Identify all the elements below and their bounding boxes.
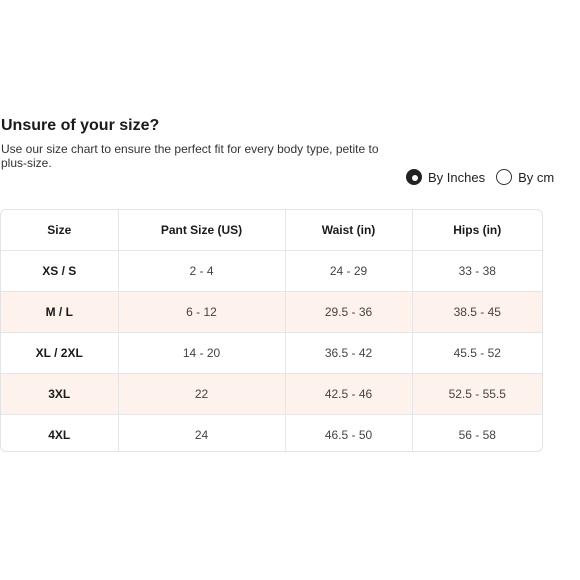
radio-unselected-icon[interactable] — [496, 169, 513, 185]
size-cell: M / L — [1, 291, 119, 333]
table-row: XL / 2XL 14 - 20 36.5 - 42 45.5 - 52 — [1, 332, 542, 374]
hips-cell: 45.5 - 52 — [412, 332, 542, 374]
table-row: 4XL 24 46.5 - 50 56 - 58 — [1, 414, 542, 451]
size-cell: 4XL — [1, 414, 119, 451]
hips-cell: 56 - 58 — [458, 428, 496, 442]
pant-size-cell: 22 — [118, 373, 286, 415]
size-cell: 3XL — [1, 373, 119, 415]
pant-size-cell: 2 - 4 — [118, 250, 286, 292]
size-cell: XS / S — [1, 250, 119, 292]
size-guide-title: Unsure of your size? — [1, 117, 160, 134]
column-header-waist: Waist (in) — [285, 210, 413, 251]
size-chart-table-card: Size Pant Size (US) Waist (in) Hips (in)… — [0, 209, 543, 452]
pant-size-cell: 24 — [118, 414, 286, 451]
radio-selected-icon[interactable] — [406, 169, 422, 185]
hips-cell: 33 - 38 — [412, 250, 542, 292]
table-row: M / L 6 - 12 29.5 - 36 38.5 - 45 — [1, 291, 542, 333]
unit-option-inches-label: By Inches — [428, 169, 486, 185]
hips-cell: 52.5 - 55.5 — [412, 373, 542, 415]
size-chart-table: Size Pant Size (US) Waist (in) Hips (in)… — [1, 210, 542, 451]
column-header-size: Size — [1, 210, 119, 251]
table-header-row: Size Pant Size (US) Waist (in) Hips (in) — [1, 210, 542, 251]
size-cell: XL / 2XL — [1, 332, 119, 374]
size-guide-subtitle: Use our size chart to ensure the perfect… — [1, 142, 379, 170]
unit-option-cm[interactable]: By cm — [496, 169, 554, 185]
column-header-hips: Hips (in) — [412, 210, 542, 251]
waist-cell: 24 - 29 — [285, 250, 413, 292]
hips-cell: 38.5 - 45 — [412, 291, 542, 333]
unit-option-cm-label: By cm — [518, 169, 555, 185]
waist-cell: 42.5 - 46 — [285, 373, 413, 415]
unit-option-inches[interactable]: By Inches — [406, 169, 485, 185]
waist-cell: 46.5 - 50 — [285, 414, 413, 451]
column-header-pant-size: Pant Size (US) — [118, 210, 286, 251]
table-row: XS / S 2 - 4 24 - 29 33 - 38 — [1, 250, 542, 292]
table-row: 3XL 22 42.5 - 46 52.5 - 55.5 — [1, 373, 542, 415]
pant-size-cell: 14 - 20 — [118, 332, 286, 374]
unit-toggle: By Inches By cm — [406, 166, 554, 188]
waist-cell: 29.5 - 36 — [285, 291, 413, 333]
waist-cell: 36.5 - 42 — [285, 332, 413, 374]
pant-size-cell: 6 - 12 — [118, 291, 286, 333]
